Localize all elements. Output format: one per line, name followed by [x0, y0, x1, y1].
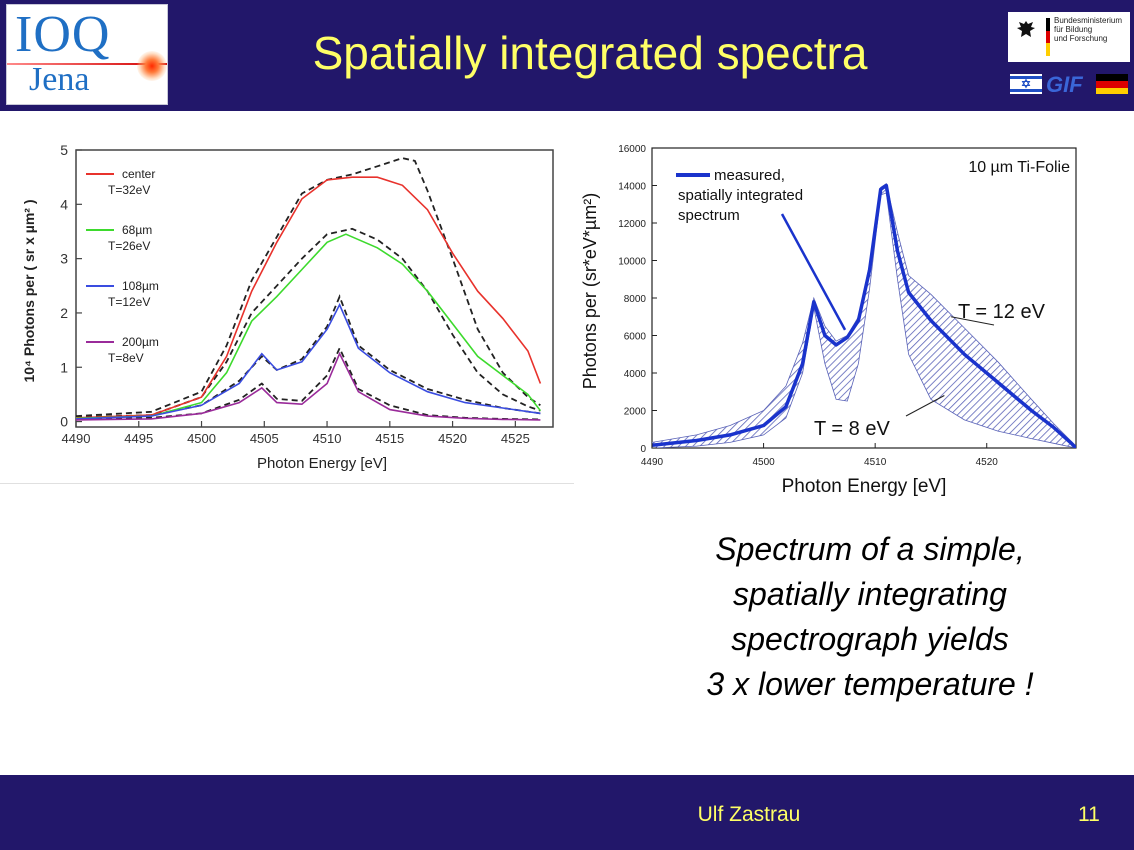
- legend-sublabel: T=8eV: [108, 351, 144, 365]
- y-axis-label: 10⁴ Photons per ( sr x µm² ): [21, 199, 37, 382]
- y-tick-label: 0: [640, 444, 646, 455]
- spectra-chart-left: 4490 4495 4500 4505 4510 4515 4520 4525 0 1 2 3 4 5 c…: [0, 126, 578, 484]
- legend-sublabel: T=32eV: [108, 183, 150, 197]
- y-tick-label: 16000: [618, 144, 646, 155]
- y-tick-label: 8000: [624, 294, 647, 305]
- israel-flag-icon: [1010, 74, 1042, 94]
- slide-header: IOQ Jena Spatially integrated spectra Bu…: [0, 0, 1134, 111]
- fit-curve: [76, 157, 541, 417]
- y-tick-label: 4: [60, 196, 68, 212]
- x-tick-label: 4510: [313, 431, 342, 446]
- x-tick-label: 4505: [250, 431, 279, 446]
- plot-frame: [75, 149, 554, 428]
- bmbf-logo-text: Bundesministerium für Bildung und Forsch…: [1054, 16, 1128, 43]
- x-tick-label: 4520: [438, 431, 467, 446]
- bmbf-line-2: für Bildung: [1054, 25, 1093, 34]
- measured-spectrum-line: [652, 183, 1076, 448]
- x-tick-label: 4520: [976, 457, 999, 468]
- caption-line-1: Spectrum of a simple,: [715, 531, 1025, 567]
- x-tick-label: 4500: [187, 431, 216, 446]
- german-flag-bar-icon: [1046, 18, 1050, 56]
- bmbf-line-3: und Forschung: [1054, 34, 1108, 43]
- legend-label: 108µm: [122, 279, 159, 293]
- y-tick-label: 6000: [624, 332, 647, 343]
- legend-pointer-line: [780, 213, 847, 331]
- caption-line-2: spatially integrating: [733, 576, 1007, 612]
- y-tick-label: 14000: [618, 182, 646, 193]
- x-axis-label: Photon Energy [eV]: [782, 476, 947, 497]
- legend-sublabel: T=26eV: [108, 239, 150, 253]
- x-tick-label: 4490: [62, 431, 91, 446]
- caption-line-4: 3 x lower temperature !: [706, 666, 1034, 702]
- legend-label: 200µm: [122, 335, 159, 349]
- laser-spot-graphic: [137, 51, 167, 81]
- temperature-band-area: [652, 182, 1076, 448]
- series-line: [76, 233, 542, 420]
- slide-caption: Spectrum of a simple, spatially integrat…: [640, 527, 1100, 707]
- series-line: [76, 351, 541, 421]
- x-tick-label: 4495: [124, 431, 153, 446]
- y-tick-label: 1: [60, 359, 68, 375]
- series-line: [76, 302, 541, 420]
- y-tick-label: 4000: [624, 369, 647, 380]
- series-line: [76, 176, 542, 419]
- spectra-chart-left-svg: 4490 4495 4500 4505 4510 4515 4520 4525 0 1 2 3 4 5 c…: [21, 142, 554, 472]
- x-tick-label: 4500: [752, 457, 775, 468]
- y-tick-label: 2000: [624, 407, 647, 418]
- y-tick-label: 2: [60, 305, 68, 321]
- footer-author: Ulf Zastrau: [697, 803, 801, 826]
- ioq-logo-text: IOQ: [15, 6, 111, 63]
- eagle-icon: [1017, 21, 1035, 37]
- y-axis-label: Photons per (sr*eV*µm²): [580, 193, 600, 389]
- legend-sublabel: T=12eV: [108, 295, 150, 309]
- jena-logo-text: Jena: [29, 61, 90, 98]
- sample-annotation: 10 µm Ti-Folie: [968, 159, 1070, 176]
- y-tick-label: 0: [60, 414, 68, 430]
- x-axis-label: Photon Energy [eV]: [257, 455, 387, 472]
- legend-label: 68µm: [122, 223, 152, 237]
- x-tick-label: 4525: [501, 431, 530, 446]
- caption-line-3: spectrograph yields: [731, 621, 1009, 657]
- slide-footer: Ulf Zastrau 11: [0, 775, 1134, 850]
- spectra-chart-right: 4490 4500 4510 4520 0 2000 4000 6000 8000 10000 12…: [574, 126, 1084, 506]
- fit-curve: [76, 227, 541, 419]
- gif-logo-text: GIF: [1046, 72, 1083, 97]
- bmbf-line-1: Bundesministerium: [1054, 16, 1123, 25]
- y-tick-label: 10000: [618, 257, 646, 268]
- x-tick-label: 4490: [641, 457, 664, 468]
- bmbf-logo: Bundesministerium für Bildung und Forsch…: [1008, 12, 1130, 62]
- lower-band-label: T = 8 eV: [814, 418, 890, 440]
- slide-title: Spatially integrated spectra: [312, 27, 868, 79]
- legend-label: center: [122, 167, 155, 181]
- legend-label: spatially integrated: [678, 187, 803, 204]
- y-tick-label: 12000: [618, 219, 646, 230]
- ioq-jena-logo: IOQ Jena: [6, 4, 168, 105]
- upper-band-label: T = 12 eV: [958, 301, 1046, 323]
- legend-label: spectrum: [678, 207, 740, 224]
- laser-line-graphic: [7, 63, 167, 65]
- y-tick-label: 3: [60, 251, 68, 267]
- gif-logo: GIF: [1010, 72, 1128, 97]
- y-tick-label: 5: [60, 142, 68, 158]
- lower-band-arrow: [905, 395, 945, 417]
- spectra-chart-right-svg: 4490 4500 4510 4520 0 2000 4000 6000 8000 10000 12…: [580, 144, 1077, 497]
- x-tick-label: 4515: [375, 431, 404, 446]
- page-number: 11: [1078, 803, 1100, 826]
- germany-flag-icon: [1096, 74, 1128, 94]
- x-tick-label: 4510: [864, 457, 887, 468]
- legend-label: measured,: [714, 167, 785, 184]
- upper-band-arrow: [950, 316, 995, 326]
